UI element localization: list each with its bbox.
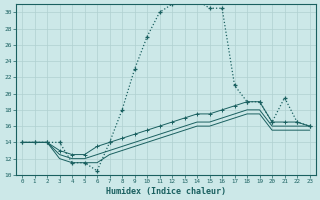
X-axis label: Humidex (Indice chaleur): Humidex (Indice chaleur) xyxy=(106,187,226,196)
